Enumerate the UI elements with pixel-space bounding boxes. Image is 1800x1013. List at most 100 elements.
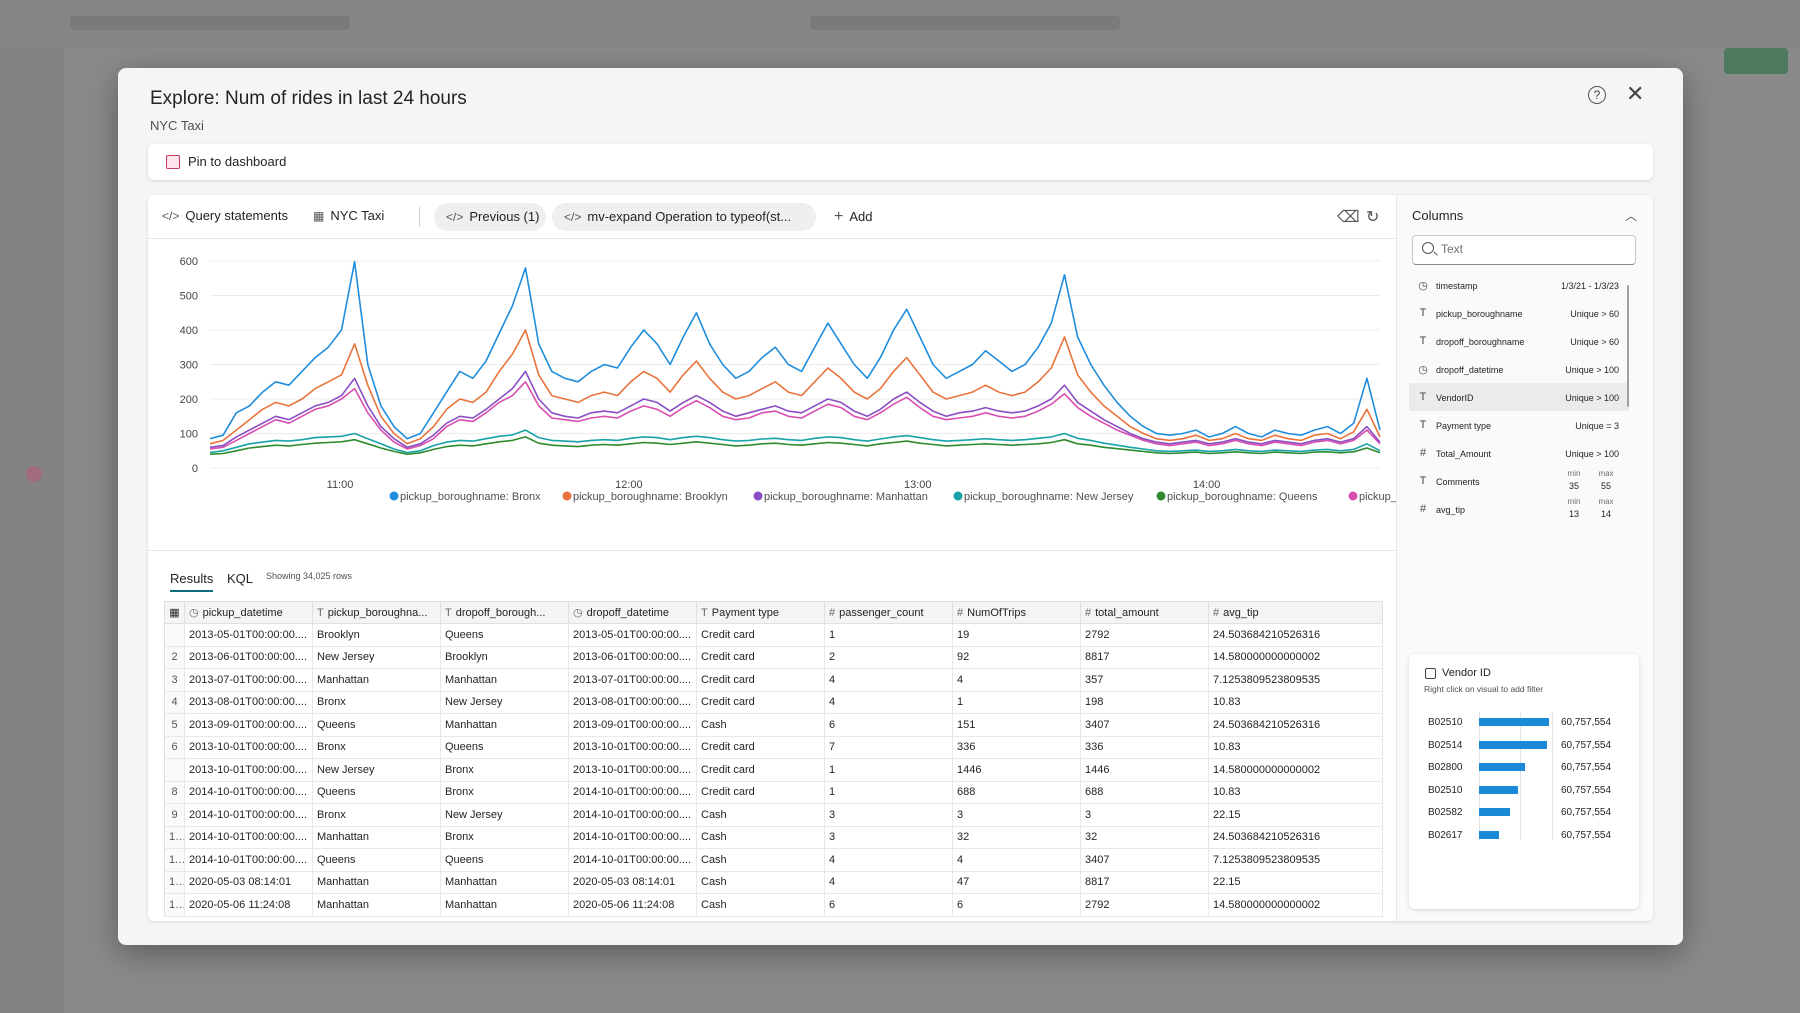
eraser-icon[interactable]: ⌫ bbox=[1337, 209, 1360, 226]
column-header-total-amount[interactable]: # total_amount bbox=[1080, 601, 1209, 624]
table-cell[interactable]: 2013-07-01T00:00:00.... bbox=[184, 668, 313, 692]
table-cell[interactable]: 2013-09-01T00:00:00.... bbox=[184, 713, 313, 737]
table-cell[interactable]: Queens bbox=[440, 848, 569, 872]
table-cell[interactable]: 2020-05-03 08:14:01 bbox=[568, 871, 697, 894]
table-cell[interactable]: Cash bbox=[696, 826, 825, 849]
table-cell[interactable]: Cash bbox=[696, 713, 825, 737]
table-cell[interactable]: 2014-10-01T00:00:00.... bbox=[568, 826, 697, 849]
table-cell[interactable]: 2014-10-01T00:00:00.... bbox=[184, 803, 313, 827]
table-cell[interactable]: 2020-05-06 11:24:08 bbox=[568, 893, 697, 917]
table-cell[interactable]: Credit card bbox=[696, 758, 825, 782]
table-cell[interactable]: 2013-09-01T00:00:00.... bbox=[568, 713, 697, 737]
column-item[interactable]: ◷ timestamp 1/3/21 - 1/3/23 bbox=[1409, 271, 1629, 299]
vendor-bar[interactable] bbox=[1479, 785, 1518, 794]
help-icon[interactable]: ? bbox=[1588, 86, 1606, 104]
table-cell[interactable]: New Jersey bbox=[312, 758, 441, 782]
table-cell[interactable]: Queens bbox=[440, 736, 569, 759]
column-list-scrollbar[interactable] bbox=[1627, 285, 1629, 407]
table-cell[interactable]: Cash bbox=[696, 871, 825, 894]
table-cell[interactable]: 1 bbox=[824, 758, 953, 782]
tab-kql[interactable]: KQL bbox=[227, 571, 254, 586]
table-cell[interactable]: 2013-10-01T00:00:00.... bbox=[568, 758, 697, 782]
column-search-input[interactable] bbox=[1441, 242, 1621, 256]
table-cell[interactable]: Credit card bbox=[696, 646, 825, 669]
tab-results[interactable]: Results bbox=[170, 571, 214, 592]
table-cell[interactable]: 2013-06-01T00:00:00.... bbox=[568, 646, 697, 669]
table-cell[interactable]: New Jersey bbox=[312, 646, 441, 669]
table-cell[interactable]: New Jersey bbox=[440, 691, 569, 714]
table-cell[interactable]: 2013-10-01T00:00:00.... bbox=[568, 736, 697, 759]
table-cell[interactable]: 24.503684210526316 bbox=[1208, 623, 1383, 647]
vendor-bar-row[interactable]: B02800 60,757,554 bbox=[1409, 758, 1639, 778]
table-cell[interactable]: 2014-10-01T00:00:00.... bbox=[568, 848, 697, 872]
table-cell[interactable]: 10.83 bbox=[1208, 691, 1383, 714]
table-cell[interactable]: 357 bbox=[1080, 668, 1209, 692]
table-cell[interactable]: Cash bbox=[696, 803, 825, 827]
table-cell[interactable]: 2013-07-01T00:00:00.... bbox=[568, 668, 697, 692]
chevron-up-icon[interactable]: ︿ bbox=[1625, 209, 1638, 223]
table-cell[interactable]: Manhattan bbox=[440, 893, 569, 917]
source-table-button[interactable]: ▦ NYC Taxi bbox=[313, 208, 384, 223]
table-cell[interactable]: Manhattan bbox=[440, 713, 569, 737]
table-cell[interactable]: Manhattan bbox=[312, 668, 441, 692]
table-cell[interactable]: 1446 bbox=[952, 758, 1081, 782]
table-cell[interactable]: Bronx bbox=[312, 803, 441, 827]
table-cell[interactable]: 2792 bbox=[1080, 623, 1209, 647]
table-row[interactable]: 4 2013-08-01T00:00:00.... Bronx New Jersey 2… bbox=[164, 691, 1383, 714]
vendor-bar[interactable] bbox=[1479, 740, 1547, 749]
table-cell[interactable]: Queens bbox=[440, 623, 569, 647]
column-header-avg-tip[interactable]: # avg_tip bbox=[1208, 601, 1383, 624]
table-cell[interactable]: 2013-05-01T00:00:00.... bbox=[568, 623, 697, 647]
table-row[interactable]: 2013-10-01T00:00:00.... New Jersey Bronx 20… bbox=[164, 758, 1383, 782]
table-cell[interactable]: 32 bbox=[1080, 826, 1209, 849]
table-grid-icon[interactable]: ▦ bbox=[164, 601, 185, 624]
table-row[interactable]: 13 2020-05-06 11:24:08 Manhattan Manhattan 2… bbox=[164, 893, 1383, 917]
table-cell[interactable]: Cash bbox=[696, 848, 825, 872]
table-cell[interactable]: Queens bbox=[312, 781, 441, 804]
column-header-payment-type[interactable]: T Payment type bbox=[696, 601, 825, 624]
query-statements-button[interactable]: </> Query statements bbox=[162, 208, 288, 223]
table-cell[interactable]: 151 bbox=[952, 713, 1081, 737]
table-cell[interactable]: Credit card bbox=[696, 736, 825, 759]
pin-to-dashboard-button[interactable]: Pin to dashboard bbox=[188, 154, 287, 169]
table-row[interactable]: 3 2013-07-01T00:00:00.... Manhattan Manhatt… bbox=[164, 668, 1383, 692]
table-cell[interactable]: Bronx bbox=[312, 691, 441, 714]
current-step-pill[interactable]: </> mv-expand Operation to typeof(st... bbox=[552, 203, 816, 231]
table-cell[interactable]: Cash bbox=[696, 893, 825, 917]
table-cell[interactable]: 2013-08-01T00:00:00.... bbox=[568, 691, 697, 714]
table-row[interactable]: 10 2014-10-01T00:00:00.... Manhattan Bronx 2… bbox=[164, 826, 1383, 849]
table-row[interactable]: 5 2013-09-01T00:00:00.... Queens Manhattan 2… bbox=[164, 713, 1383, 737]
table-cell[interactable]: 4 bbox=[824, 871, 953, 894]
table-cell[interactable]: 2013-05-01T00:00:00.... bbox=[184, 623, 313, 647]
column-item[interactable]: T Comments min 35 max 55 bbox=[1409, 467, 1629, 495]
table-cell[interactable]: 6 bbox=[824, 893, 953, 917]
vendor-bar-row[interactable]: B02617 60,757,554 bbox=[1409, 826, 1639, 846]
previous-step-pill[interactable]: </> Previous (1) bbox=[434, 203, 546, 231]
table-cell[interactable]: Queens bbox=[312, 848, 441, 872]
column-item[interactable]: T Payment type Unique = 3 bbox=[1409, 411, 1629, 439]
refresh-icon[interactable]: ↻ bbox=[1366, 209, 1380, 226]
table-cell[interactable]: 3407 bbox=[1080, 713, 1209, 737]
table-cell[interactable]: Credit card bbox=[696, 623, 825, 647]
table-cell[interactable]: 14.580000000000002 bbox=[1208, 893, 1383, 917]
table-cell[interactable]: 2014-10-01T00:00:00.... bbox=[184, 848, 313, 872]
table-cell[interactable]: Credit card bbox=[696, 781, 825, 804]
table-cell[interactable]: 1 bbox=[824, 623, 953, 647]
table-cell[interactable]: Manhattan bbox=[312, 871, 441, 894]
table-row[interactable]: 12 2020-05-03 08:14:01 Manhattan Manhattan 2… bbox=[164, 871, 1383, 894]
vendor-bar[interactable] bbox=[1479, 763, 1526, 771]
table-cell[interactable]: Bronx bbox=[440, 781, 569, 804]
close-icon[interactable]: ✕ bbox=[1626, 81, 1645, 106]
table-cell[interactable]: Credit card bbox=[696, 691, 825, 714]
table-cell[interactable]: Manhattan bbox=[440, 871, 569, 894]
table-cell[interactable]: 22.15 bbox=[1208, 871, 1383, 894]
table-cell[interactable]: 8817 bbox=[1080, 646, 1209, 669]
vendor-bar[interactable] bbox=[1479, 830, 1500, 839]
vendor-bar[interactable] bbox=[1479, 718, 1549, 726]
table-cell[interactable]: 1 bbox=[952, 691, 1081, 714]
table-cell[interactable]: 1446 bbox=[1080, 758, 1209, 782]
table-cell[interactable]: 3 bbox=[824, 803, 953, 827]
table-cell[interactable]: 7.1253809523809535 bbox=[1208, 848, 1383, 872]
